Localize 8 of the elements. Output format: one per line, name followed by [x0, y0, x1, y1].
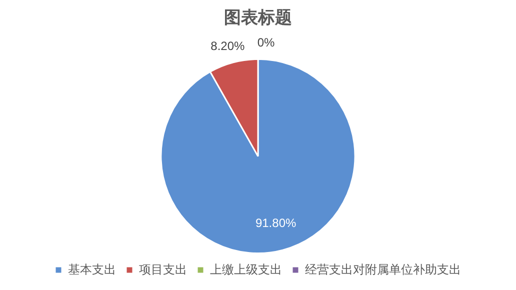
legend-label: 经营支出对附属单位补助支出: [305, 262, 461, 276]
data-label: 8.20%: [210, 39, 246, 54]
chart-title: 图表标题: [224, 8, 292, 27]
data-label: 91.80%: [255, 216, 296, 230]
text: 0%: [257, 35, 275, 50]
legend-label: 基本支出: [68, 262, 116, 276]
legend-label: 上缴上级支出: [210, 262, 282, 276]
legend-label: 项目支出: [139, 262, 187, 276]
